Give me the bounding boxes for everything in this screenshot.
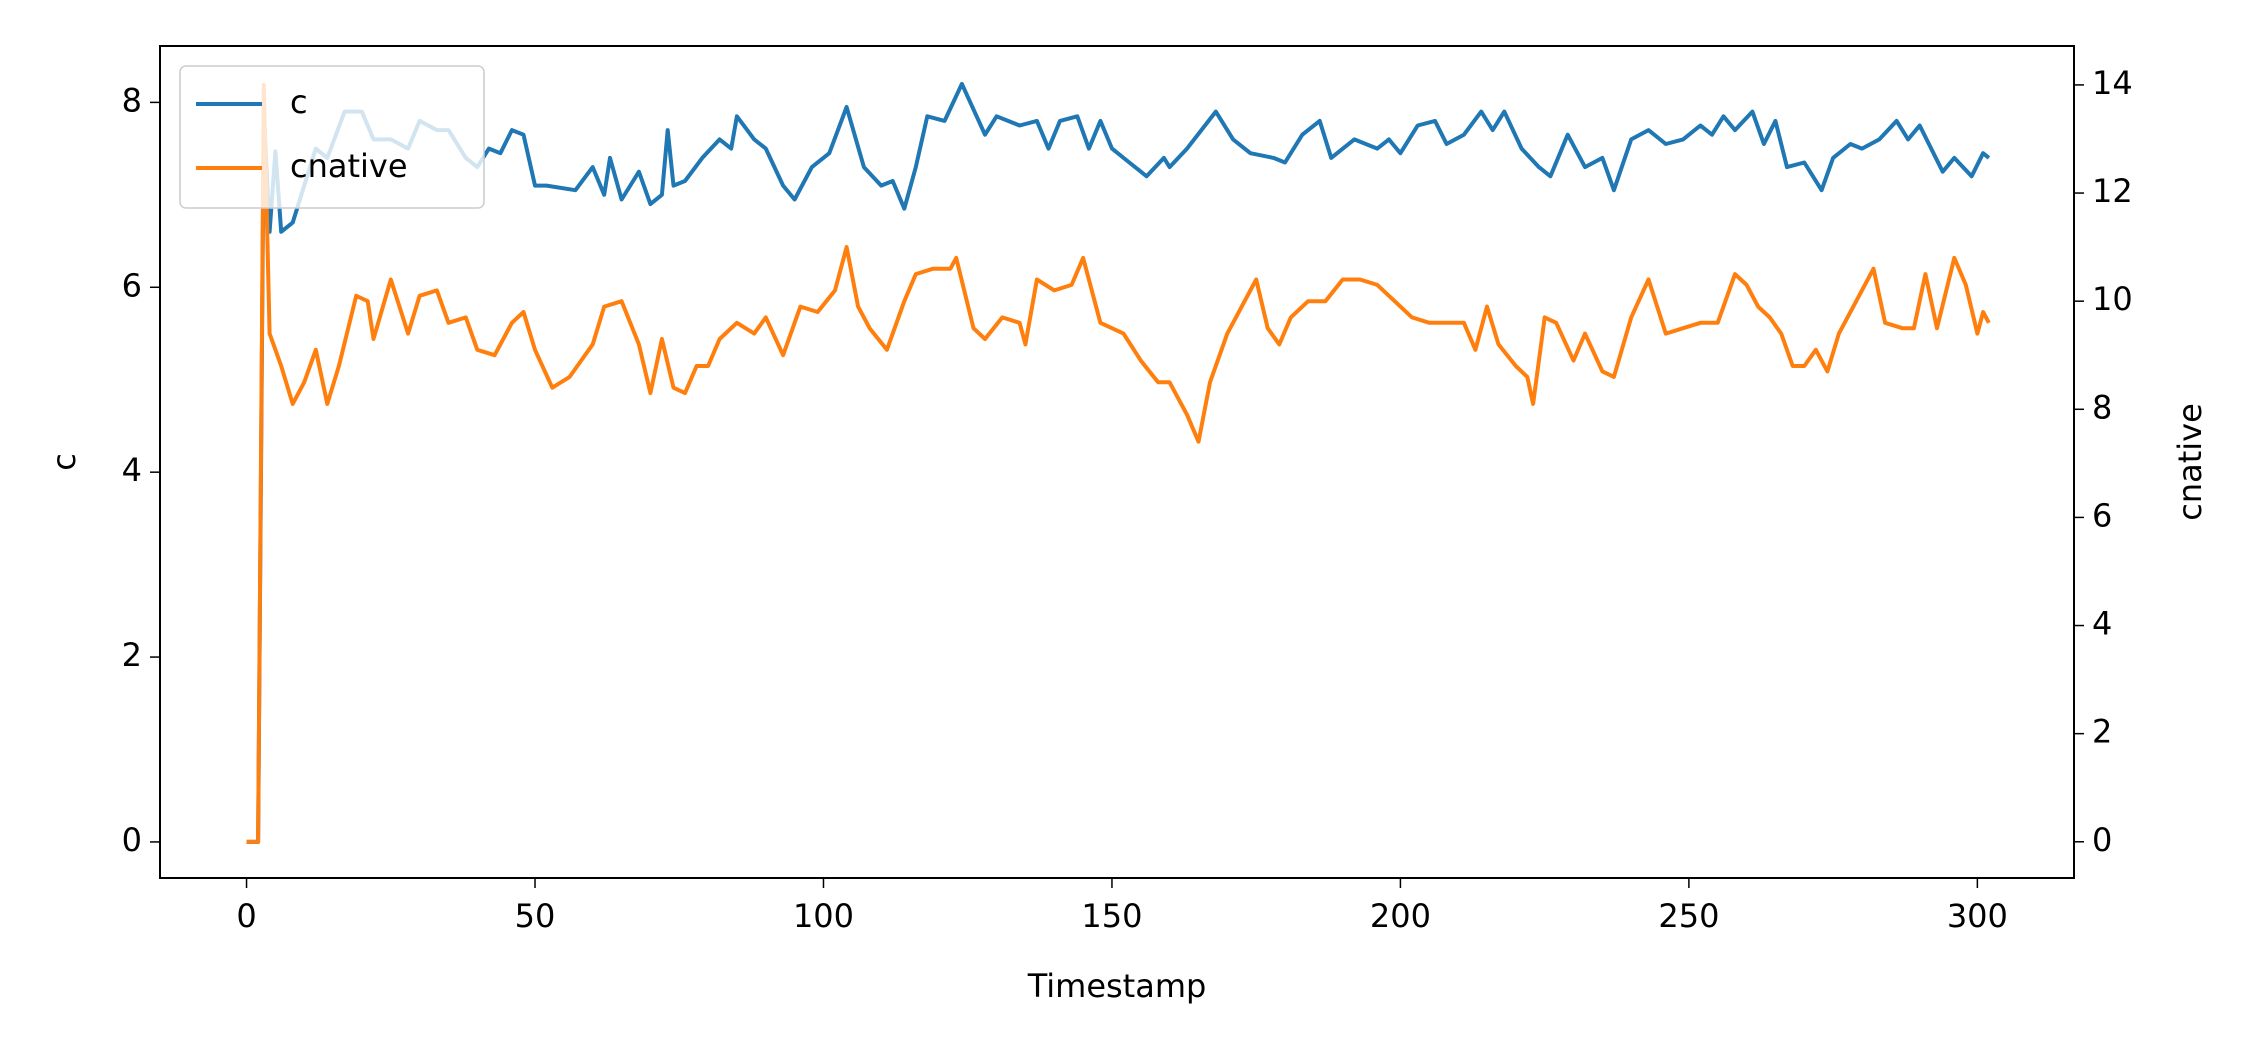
x-tick-label: 0 [236, 897, 256, 935]
x-tick-label: 300 [1947, 897, 2008, 935]
x-tick-label: 250 [1658, 897, 1719, 935]
y2-tick-label: 8 [2092, 388, 2112, 426]
y-tick-label: 8 [122, 81, 142, 119]
y2-axis-label: cnative [2171, 403, 2209, 521]
plot-frame [159, 45, 2075, 879]
y2-tick-label: 0 [2092, 821, 2112, 859]
line-series [246, 82, 1991, 844]
legend-label: cnative [290, 147, 408, 185]
y-axis-label: c [45, 453, 83, 471]
legend-box [179, 65, 485, 209]
y2-tick-label: 4 [2092, 605, 2112, 643]
y-tick-label: 6 [122, 266, 142, 304]
line-series [246, 81, 1991, 844]
x-tick-label: 100 [793, 897, 854, 935]
y2-tick-label: 2 [2092, 713, 2112, 751]
legend-label: c [290, 83, 308, 121]
x-tick-label: 150 [1081, 897, 1142, 935]
y-tick-label: 2 [122, 636, 142, 674]
y-tick-label: 4 [122, 451, 142, 489]
y2-tick-label: 6 [2092, 496, 2112, 534]
y2-tick-label: 12 [2092, 172, 2133, 210]
y-tick-label: 0 [122, 821, 142, 859]
y2-tick-label: 10 [2092, 280, 2133, 318]
x-axis-label: Timestamp [1027, 967, 1207, 1005]
x-tick-label: 200 [1370, 897, 1431, 935]
x-tick-label: 50 [515, 897, 556, 935]
y2-tick-label: 14 [2092, 64, 2133, 102]
